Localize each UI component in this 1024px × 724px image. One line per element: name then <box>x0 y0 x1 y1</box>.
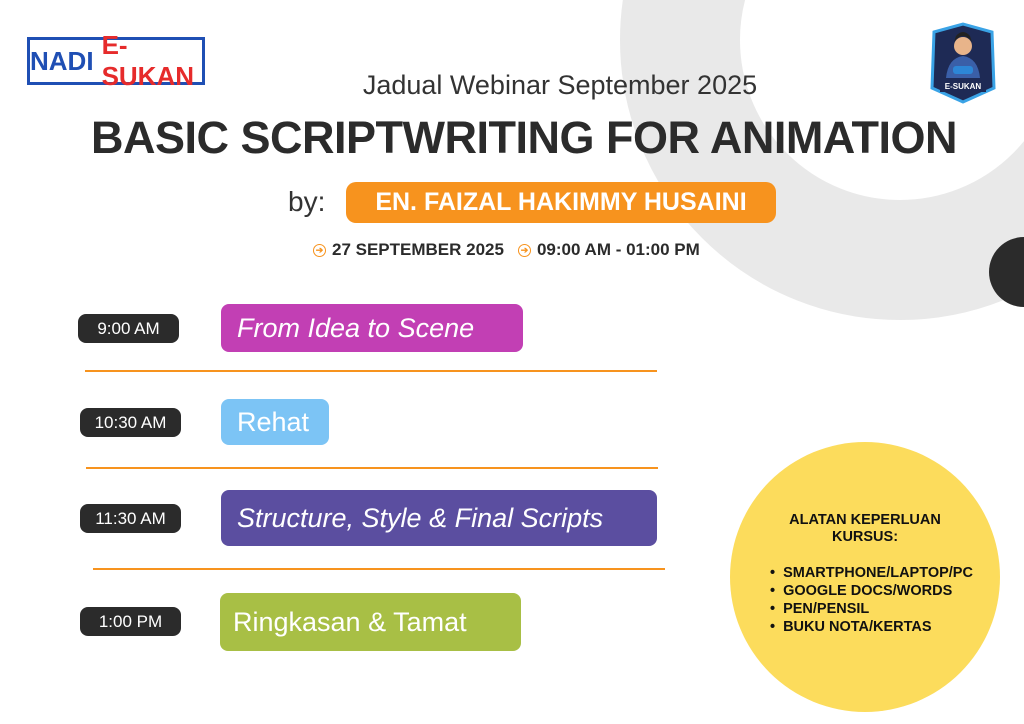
schedule-time: 1:00 PM <box>80 607 181 636</box>
nadi-esukan-logo: NADI E-SUKAN <box>27 30 205 91</box>
divider <box>85 370 657 372</box>
divider <box>86 467 658 469</box>
list-item: PEN/PENSIL <box>770 600 973 618</box>
list-item: BUKU NOTA/KERTAS <box>770 618 973 636</box>
list-item: SMARTPHONE/LAPTOP/PC <box>770 564 973 582</box>
speaker-badge: EN. FAIZAL HAKIMMY HUSAINI <box>346 182 776 223</box>
decorative-dot <box>989 237 1024 307</box>
decorative-ring <box>620 0 1024 320</box>
by-label: by: <box>288 186 326 217</box>
schedule-time: 11:30 AM <box>80 504 181 533</box>
divider <box>93 568 665 570</box>
arrow-circle-icon: ➔ <box>313 243 326 257</box>
arrow-circle-icon: ➔ <box>517 243 531 257</box>
page-title: BASIC SCRIPTWRITING FOR ANIMATION <box>91 112 957 163</box>
svg-text:E-SUKAN: E-SUKAN <box>945 82 982 91</box>
list-item: GOOGLE DOCS/WORDS <box>770 582 973 600</box>
schedule-session: Rehat <box>221 399 329 445</box>
schedule-session: Structure, Style & Final Scripts <box>221 490 657 546</box>
event-datetime: ➔ 27 SEPTEMBER 2025 ➔ 09:00 AM - 01:00 PM <box>313 240 700 260</box>
schedule-session: From Idea to Scene <box>221 304 523 352</box>
schedule-time: 10:30 AM <box>80 408 181 437</box>
tools-list: SMARTPHONE/LAPTOP/PC GOOGLE DOCS/WORDS P… <box>770 564 973 636</box>
esukan-gamer-badge: E-SUKAN <box>930 22 996 104</box>
schedule-time: 9:00 AM <box>78 314 179 343</box>
subtitle: Jadual Webinar September 2025 <box>362 70 758 100</box>
schedule-session: Ringkasan & Tamat <box>220 593 521 651</box>
tools-heading: ALATAN KEPERLUAN KURSUS: <box>789 512 941 545</box>
